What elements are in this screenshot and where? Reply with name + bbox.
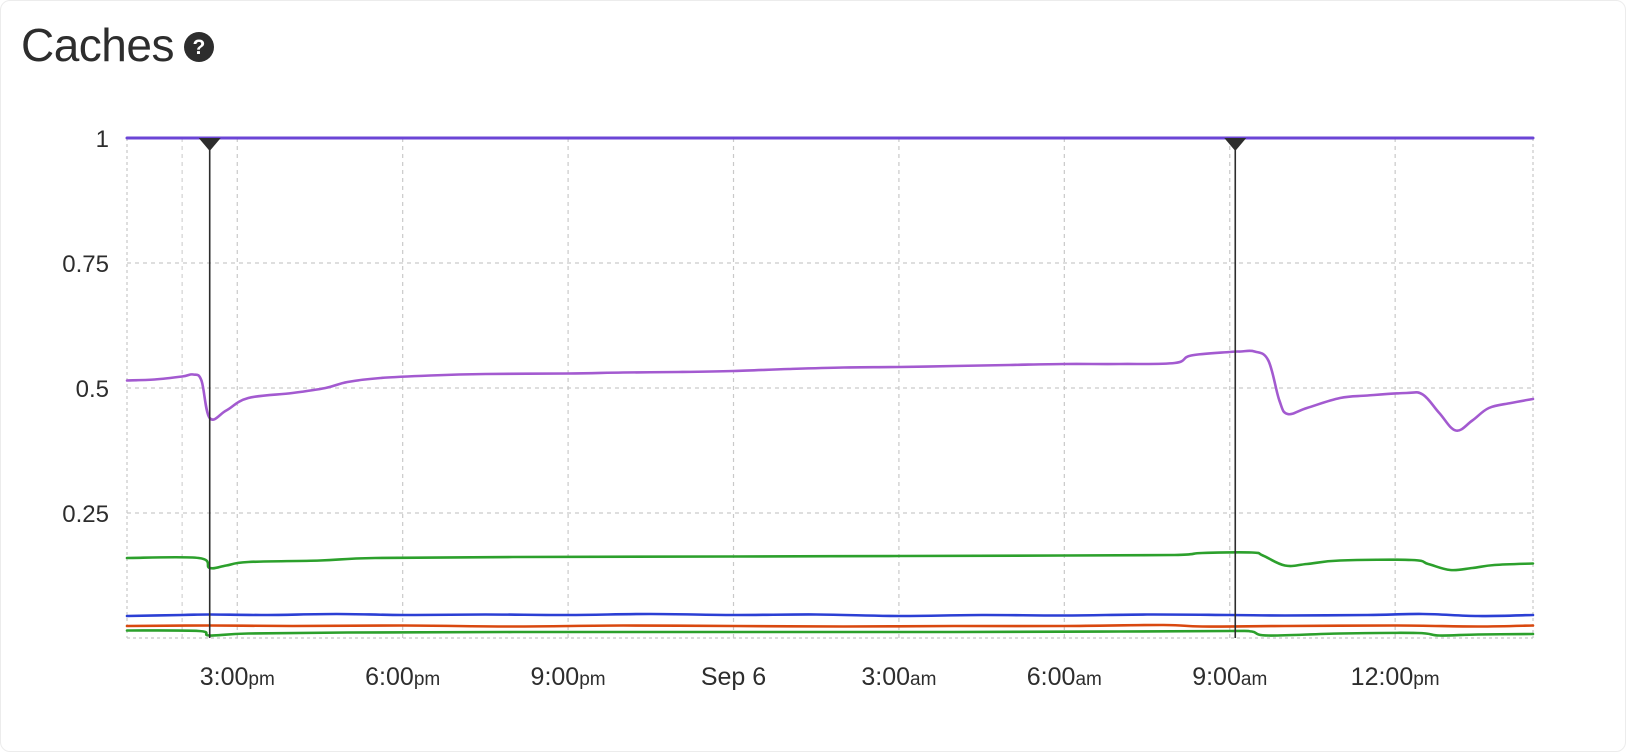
x-tick-label: 6:00pm	[365, 663, 440, 691]
x-tick-label: 3:00am	[861, 663, 936, 691]
series-layer	[125, 136, 1535, 637]
annotation-markers	[198, 138, 1247, 638]
annotation-marker-triangle-icon[interactable]	[198, 138, 221, 151]
x-tick-label: 6:00am	[1027, 663, 1102, 691]
y-axis: 1 0.75 0.5 0.25	[62, 126, 109, 528]
panel-header: Caches ?	[21, 13, 214, 77]
y-tick-label: 1	[96, 126, 109, 153]
y-tick-label: 0.75	[62, 251, 109, 278]
series-line-5	[125, 623, 1535, 628]
series-line-3	[125, 551, 1535, 572]
help-question-icon[interactable]: ?	[183, 32, 214, 62]
panel-title: Caches	[21, 19, 174, 71]
x-tick-label: 9:00pm	[531, 663, 606, 691]
y-tick-label: 0.5	[76, 376, 109, 403]
x-axis: 3:00pm 6:00pm 9:00pm Sep 6 3:00am 6:00am 9:00a…	[200, 663, 1440, 691]
x-tick-label: 3:00pm	[200, 663, 275, 691]
series-line-6	[125, 629, 1535, 637]
x-tick-label: Sep 6	[701, 663, 766, 691]
annotation-marker-triangle-icon[interactable]	[1224, 138, 1247, 151]
y-tick-label: 0.25	[62, 501, 109, 528]
series-line-4	[125, 612, 1535, 618]
x-tick-label: 9:00am	[1192, 663, 1267, 691]
x-tick-label: 12:00pm	[1351, 663, 1440, 691]
series-line-2	[125, 349, 1535, 432]
